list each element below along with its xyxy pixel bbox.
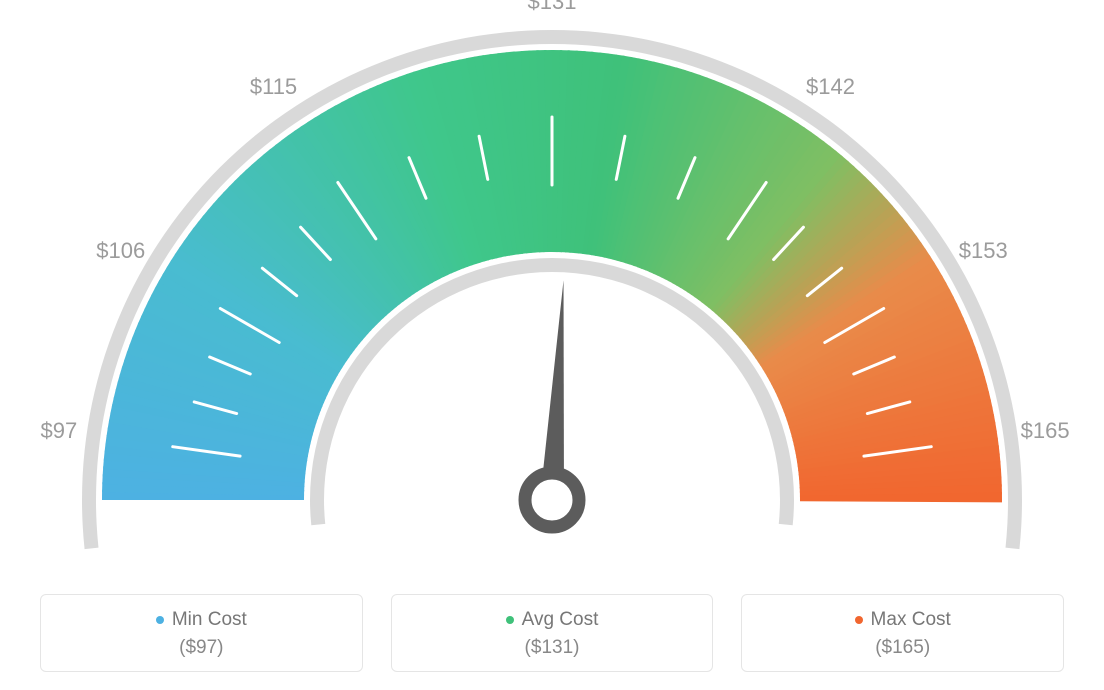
gauge-tick-label: $142 (806, 74, 855, 100)
legend-card-avg: Avg Cost ($131) (391, 594, 714, 672)
gauge-tick-label: $106 (96, 238, 145, 264)
legend-value-avg: ($131) (402, 637, 703, 659)
legend-card-min: Min Cost ($97) (40, 594, 363, 672)
legend-value-min: ($97) (51, 637, 352, 659)
gauge-tick-label: $153 (959, 238, 1008, 264)
legend-dot-avg (506, 616, 514, 624)
legend-dot-max (855, 616, 863, 624)
gauge-tick-label: $131 (528, 0, 577, 15)
gauge-svg (0, 0, 1104, 560)
gauge-tick-label: $165 (1021, 418, 1070, 444)
legend-value-max: ($165) (752, 637, 1053, 659)
legend-label-avg: Avg Cost (522, 609, 599, 630)
legend-label-max: Max Cost (871, 609, 951, 630)
gauge-tick-label: $115 (250, 74, 297, 100)
legend-label-min: Min Cost (172, 609, 247, 630)
legend-title-avg: Avg Cost (402, 609, 703, 631)
legend-dot-min (156, 616, 164, 624)
legend-title-min: Min Cost (51, 609, 352, 631)
legend-card-max: Max Cost ($165) (741, 594, 1064, 672)
legend-title-max: Max Cost (752, 609, 1053, 631)
gauge-tick-label: $97 (40, 418, 77, 444)
legend-row: Min Cost ($97) Avg Cost ($131) Max Cost ($165… (0, 594, 1104, 672)
gauge-chart: $97 $106 $115 $131 $142 $153 $165 (0, 0, 1104, 560)
